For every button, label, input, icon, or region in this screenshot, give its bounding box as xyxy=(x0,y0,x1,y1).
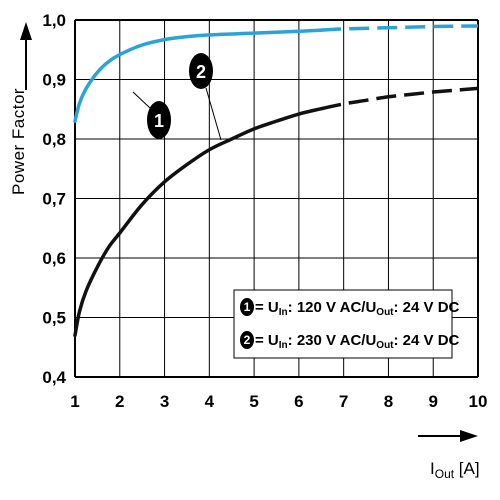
y-tick-label: 0,7 xyxy=(42,190,66,209)
series-1-callout: 1 xyxy=(132,91,171,139)
series-1-line-solid xyxy=(73,28,324,123)
x-tick-label: 2 xyxy=(115,392,124,411)
x-axis-label: IOut [A] xyxy=(430,459,480,481)
x-tick-label: 3 xyxy=(160,392,169,411)
legend-entry-2-text: = UIn: 230 V AC/UOut: 24 V DC xyxy=(255,332,460,351)
x-tick-label: 10 xyxy=(469,392,488,411)
legend-box xyxy=(233,289,453,359)
y-tick-label: 1,0 xyxy=(42,11,66,30)
x-axis-label-subscript: Out xyxy=(435,467,455,481)
x-tick-label: 7 xyxy=(339,392,348,411)
series-2-line-solid xyxy=(73,106,324,338)
y-tick-label: 0,9 xyxy=(42,71,66,90)
x-axis-label-unit: [A] xyxy=(454,459,480,478)
legend-entry-1: 1 = UIn: 120 V AC/UOut: 24 V DC xyxy=(240,298,460,318)
x-tick-label: 4 xyxy=(205,392,215,411)
y-axis-label: Power Factor xyxy=(9,88,28,195)
y-tick-label: 0,6 xyxy=(42,249,66,268)
y-tick-labels: 0,4 0,5 0,6 0,7 0,8 0,9 1,0 xyxy=(42,11,66,387)
x-axis-label-main: I xyxy=(430,459,435,478)
legend-entry-1-text: = UIn: 120 V AC/UOut: 24 V DC xyxy=(255,299,460,318)
grid xyxy=(74,19,479,378)
legend-entry-2-marker: 2 xyxy=(244,333,251,347)
x-tick-label: 1 xyxy=(70,392,79,411)
x-tick-label: 5 xyxy=(249,392,258,411)
x-tick-label: 9 xyxy=(428,392,437,411)
y-tick-label: 0,8 xyxy=(42,130,66,149)
y-axis-arrow xyxy=(20,22,32,90)
y-tick-label: 0,4 xyxy=(42,368,66,387)
x-tick-label: 8 xyxy=(384,392,393,411)
series-layer xyxy=(73,24,479,338)
x-axis-arrow xyxy=(418,430,478,442)
x-tick-labels: 1 2 3 4 5 6 7 8 9 10 xyxy=(70,392,487,411)
series-2-callout: 2 xyxy=(189,53,222,141)
legend-entry-2: 2 = UIn: 230 V AC/UOut: 24 V DC xyxy=(240,331,460,351)
series-1-line-dashed xyxy=(321,24,479,32)
y-tick-label: 0,5 xyxy=(42,309,66,328)
series-1-callout-label: 1 xyxy=(154,111,164,131)
legend-entry-1-marker: 1 xyxy=(244,300,251,314)
x-tick-label: 6 xyxy=(294,392,303,411)
legend: 1 = UIn: 120 V AC/UOut: 24 V DC 2 = UIn:… xyxy=(233,289,460,359)
series-2-callout-label: 2 xyxy=(196,62,206,82)
